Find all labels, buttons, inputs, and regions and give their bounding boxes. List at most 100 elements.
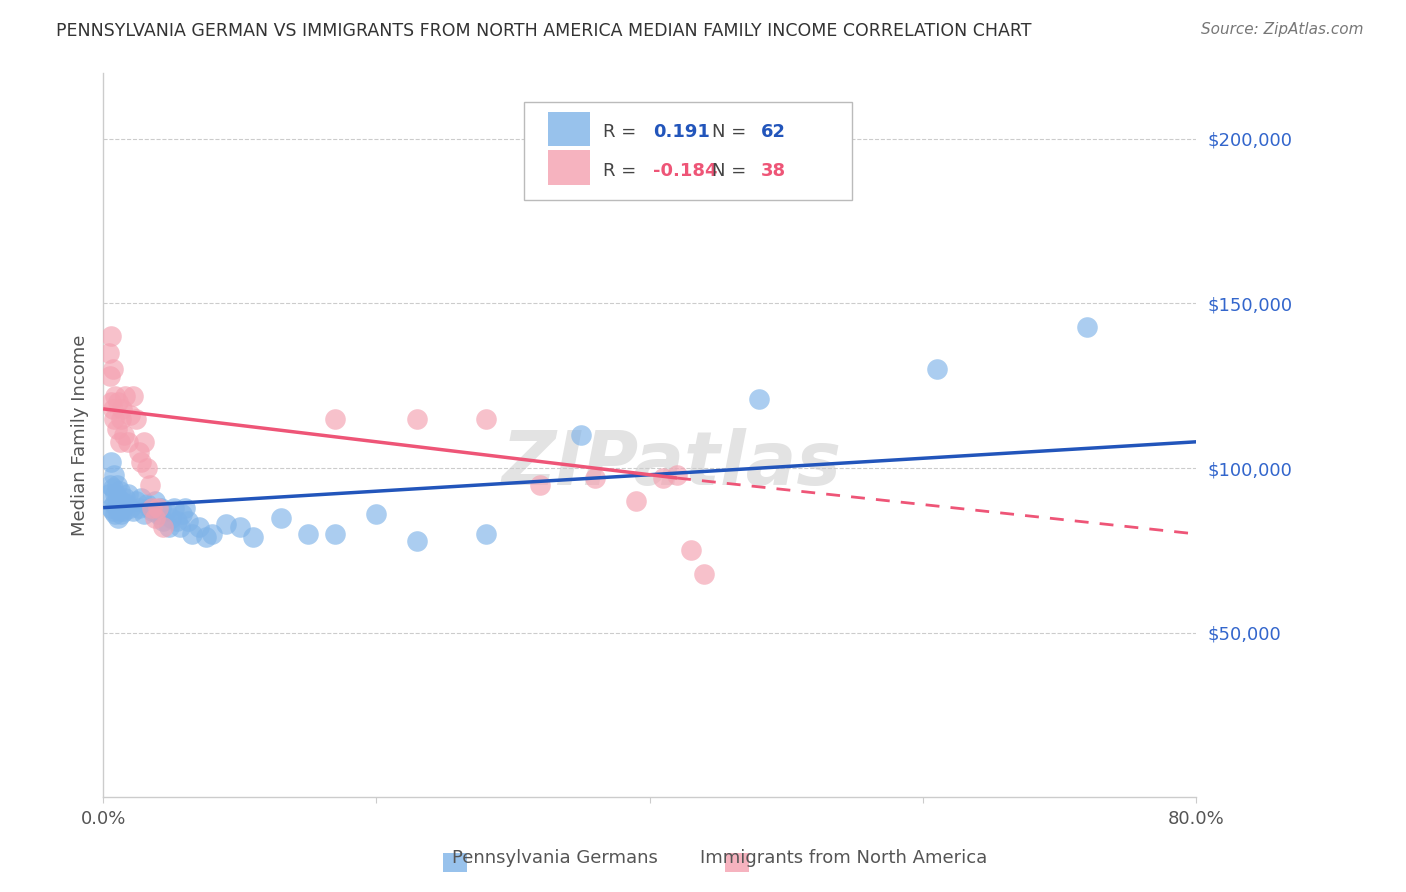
Point: [143, 510, 166, 524]
Point: [108, 504, 131, 518]
Point: [571, 428, 593, 442]
Point: [474, 411, 496, 425]
Point: [135, 461, 157, 475]
Point: [128, 500, 150, 515]
Point: [529, 477, 551, 491]
Point: [134, 434, 156, 449]
Point: [1076, 319, 1098, 334]
Point: [131, 491, 153, 505]
Point: [117, 487, 139, 501]
Point: [100, 454, 122, 468]
Point: [108, 434, 131, 449]
Point: [160, 510, 183, 524]
Point: [925, 362, 948, 376]
Point: [100, 329, 122, 343]
Point: [107, 510, 129, 524]
Point: [117, 434, 139, 449]
Text: 38: 38: [761, 161, 786, 179]
Point: [135, 497, 157, 511]
Point: [134, 508, 156, 522]
Point: [163, 500, 186, 515]
Point: [325, 527, 347, 541]
Point: [149, 500, 172, 515]
Point: [105, 422, 128, 436]
Point: [177, 514, 200, 528]
Point: [104, 389, 127, 403]
Point: [125, 494, 148, 508]
Point: [146, 508, 169, 522]
Point: [152, 514, 174, 528]
Point: [107, 395, 129, 409]
Point: [108, 484, 131, 499]
Text: 62: 62: [761, 123, 786, 141]
Text: 0.191: 0.191: [652, 123, 710, 141]
Point: [101, 362, 124, 376]
Point: [104, 487, 127, 501]
Point: [128, 444, 150, 458]
Point: [141, 504, 163, 518]
Point: [583, 471, 606, 485]
Point: [652, 471, 675, 485]
Point: [366, 508, 388, 522]
Point: [103, 411, 125, 425]
Point: [181, 527, 204, 541]
FancyBboxPatch shape: [548, 112, 589, 146]
Point: [112, 504, 135, 518]
Text: Pennsylvania Germans: Pennsylvania Germans: [453, 849, 658, 867]
Point: [110, 411, 132, 425]
Text: ZIPatlas: ZIPatlas: [502, 427, 842, 500]
Point: [624, 494, 647, 508]
Point: [138, 500, 160, 515]
Point: [101, 481, 124, 495]
Point: [270, 510, 292, 524]
Point: [114, 389, 136, 403]
Point: [187, 520, 209, 534]
Point: [105, 477, 128, 491]
Point: [666, 467, 689, 482]
FancyBboxPatch shape: [548, 150, 589, 185]
Point: [111, 500, 134, 515]
Point: [406, 411, 429, 425]
Point: [679, 543, 702, 558]
Point: [112, 428, 135, 442]
Point: [406, 533, 429, 548]
Point: [125, 411, 148, 425]
Point: [115, 497, 138, 511]
Point: [105, 500, 128, 515]
Point: [201, 527, 224, 541]
Point: [101, 401, 124, 416]
Point: [693, 566, 716, 581]
Point: [107, 491, 129, 505]
Text: -0.184: -0.184: [652, 161, 717, 179]
Point: [110, 494, 132, 508]
Point: [98, 477, 121, 491]
Point: [748, 392, 770, 406]
Point: [103, 497, 125, 511]
Text: N =: N =: [711, 161, 752, 179]
FancyBboxPatch shape: [524, 102, 852, 200]
Point: [146, 500, 169, 515]
Text: Source: ZipAtlas.com: Source: ZipAtlas.com: [1201, 22, 1364, 37]
Point: [111, 401, 134, 416]
Point: [131, 454, 153, 468]
Point: [215, 517, 238, 532]
Text: PENNSYLVANIA GERMAN VS IMMIGRANTS FROM NORTH AMERICA MEDIAN FAMILY INCOME CORREL: PENNSYLVANIA GERMAN VS IMMIGRANTS FROM N…: [56, 22, 1032, 40]
Point: [98, 368, 121, 383]
Point: [194, 530, 217, 544]
Point: [100, 395, 122, 409]
Point: [152, 520, 174, 534]
Point: [138, 477, 160, 491]
Text: N =: N =: [711, 123, 752, 141]
Point: [155, 504, 177, 518]
Text: R =: R =: [603, 123, 641, 141]
Point: [122, 504, 145, 518]
Y-axis label: Median Family Income: Median Family Income: [72, 334, 89, 536]
Point: [101, 504, 124, 518]
Text: R =: R =: [603, 161, 641, 179]
Point: [120, 500, 142, 515]
Point: [166, 514, 188, 528]
Point: [172, 508, 194, 522]
Point: [143, 494, 166, 508]
Point: [474, 527, 496, 541]
Point: [114, 491, 136, 505]
